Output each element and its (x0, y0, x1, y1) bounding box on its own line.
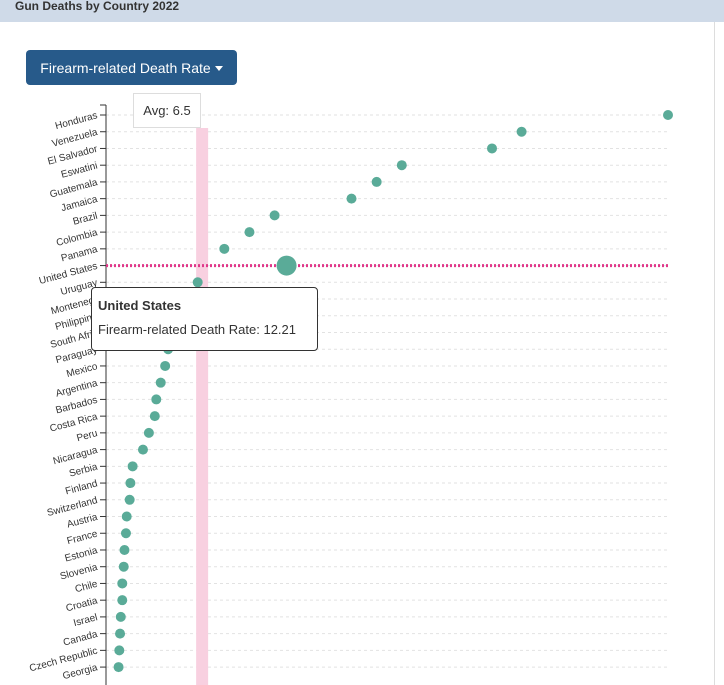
data-point[interactable] (244, 227, 255, 238)
data-point[interactable] (149, 411, 160, 422)
data-point[interactable] (487, 143, 498, 154)
page-title: Gun Deaths by Country 2022 (15, 0, 180, 13)
caret-down-icon (214, 66, 223, 71)
data-point[interactable] (113, 662, 124, 673)
data-point[interactable] (119, 544, 130, 555)
y-tick-label: Serbia (68, 461, 99, 479)
data-point[interactable] (117, 595, 128, 606)
data-point[interactable] (143, 427, 154, 438)
tooltip-metric: Firearm-related Death Rate (98, 322, 257, 337)
data-point[interactable] (371, 176, 382, 187)
data-point[interactable] (125, 478, 136, 489)
y-tick-label: Austria (66, 512, 99, 531)
y-tick-label: France (66, 528, 99, 547)
y-tick-label: Finland (64, 478, 99, 497)
data-point[interactable] (663, 110, 673, 120)
average-band (196, 128, 209, 685)
tooltip: United States Firearm-related Death Rate… (91, 287, 318, 351)
y-tick-label: Israel (72, 612, 98, 629)
y-tick-label: Chile (74, 579, 99, 596)
data-point[interactable] (396, 160, 407, 171)
data-point[interactable] (137, 444, 148, 455)
panel-border (714, 22, 715, 685)
y-tick-label: Georgia (62, 662, 100, 682)
data-point[interactable] (516, 126, 527, 137)
data-point[interactable] (115, 611, 126, 622)
gridlines (106, 114, 668, 668)
data-point[interactable] (151, 394, 162, 405)
y-tick-label: Croatia (65, 595, 99, 614)
average-label: Avg: 6.5 (133, 93, 201, 128)
tooltip-line: Firearm-related Death Rate: 12.21 (98, 322, 297, 337)
y-tick-label: Brazil (72, 211, 99, 228)
data-point[interactable] (120, 528, 131, 539)
metric-dropdown-button[interactable]: Firearm-related Death Rate (26, 50, 237, 85)
data-point[interactable] (155, 377, 166, 388)
data-point[interactable] (192, 277, 203, 288)
header-bar: Gun Deaths by Country 2022 (0, 0, 724, 22)
y-tick-label: Peru (76, 428, 99, 444)
data-point[interactable] (115, 628, 126, 639)
metric-dropdown-label: Firearm-related Death Rate (40, 59, 211, 76)
tooltip-value: 12.21 (263, 322, 297, 337)
tooltip-title: United States (98, 298, 182, 313)
data-point[interactable] (160, 360, 171, 371)
data-point[interactable] (346, 193, 357, 204)
data-point[interactable] (127, 461, 138, 472)
data-point[interactable] (276, 255, 297, 276)
data-point[interactable] (121, 511, 132, 522)
data-point[interactable] (269, 210, 280, 221)
data-point[interactable] (117, 578, 128, 589)
data-point[interactable] (124, 494, 135, 505)
data-point[interactable] (118, 561, 129, 572)
data-point[interactable] (219, 243, 230, 254)
data-point[interactable] (114, 645, 125, 656)
y-tick-label: Mexico (65, 361, 99, 380)
